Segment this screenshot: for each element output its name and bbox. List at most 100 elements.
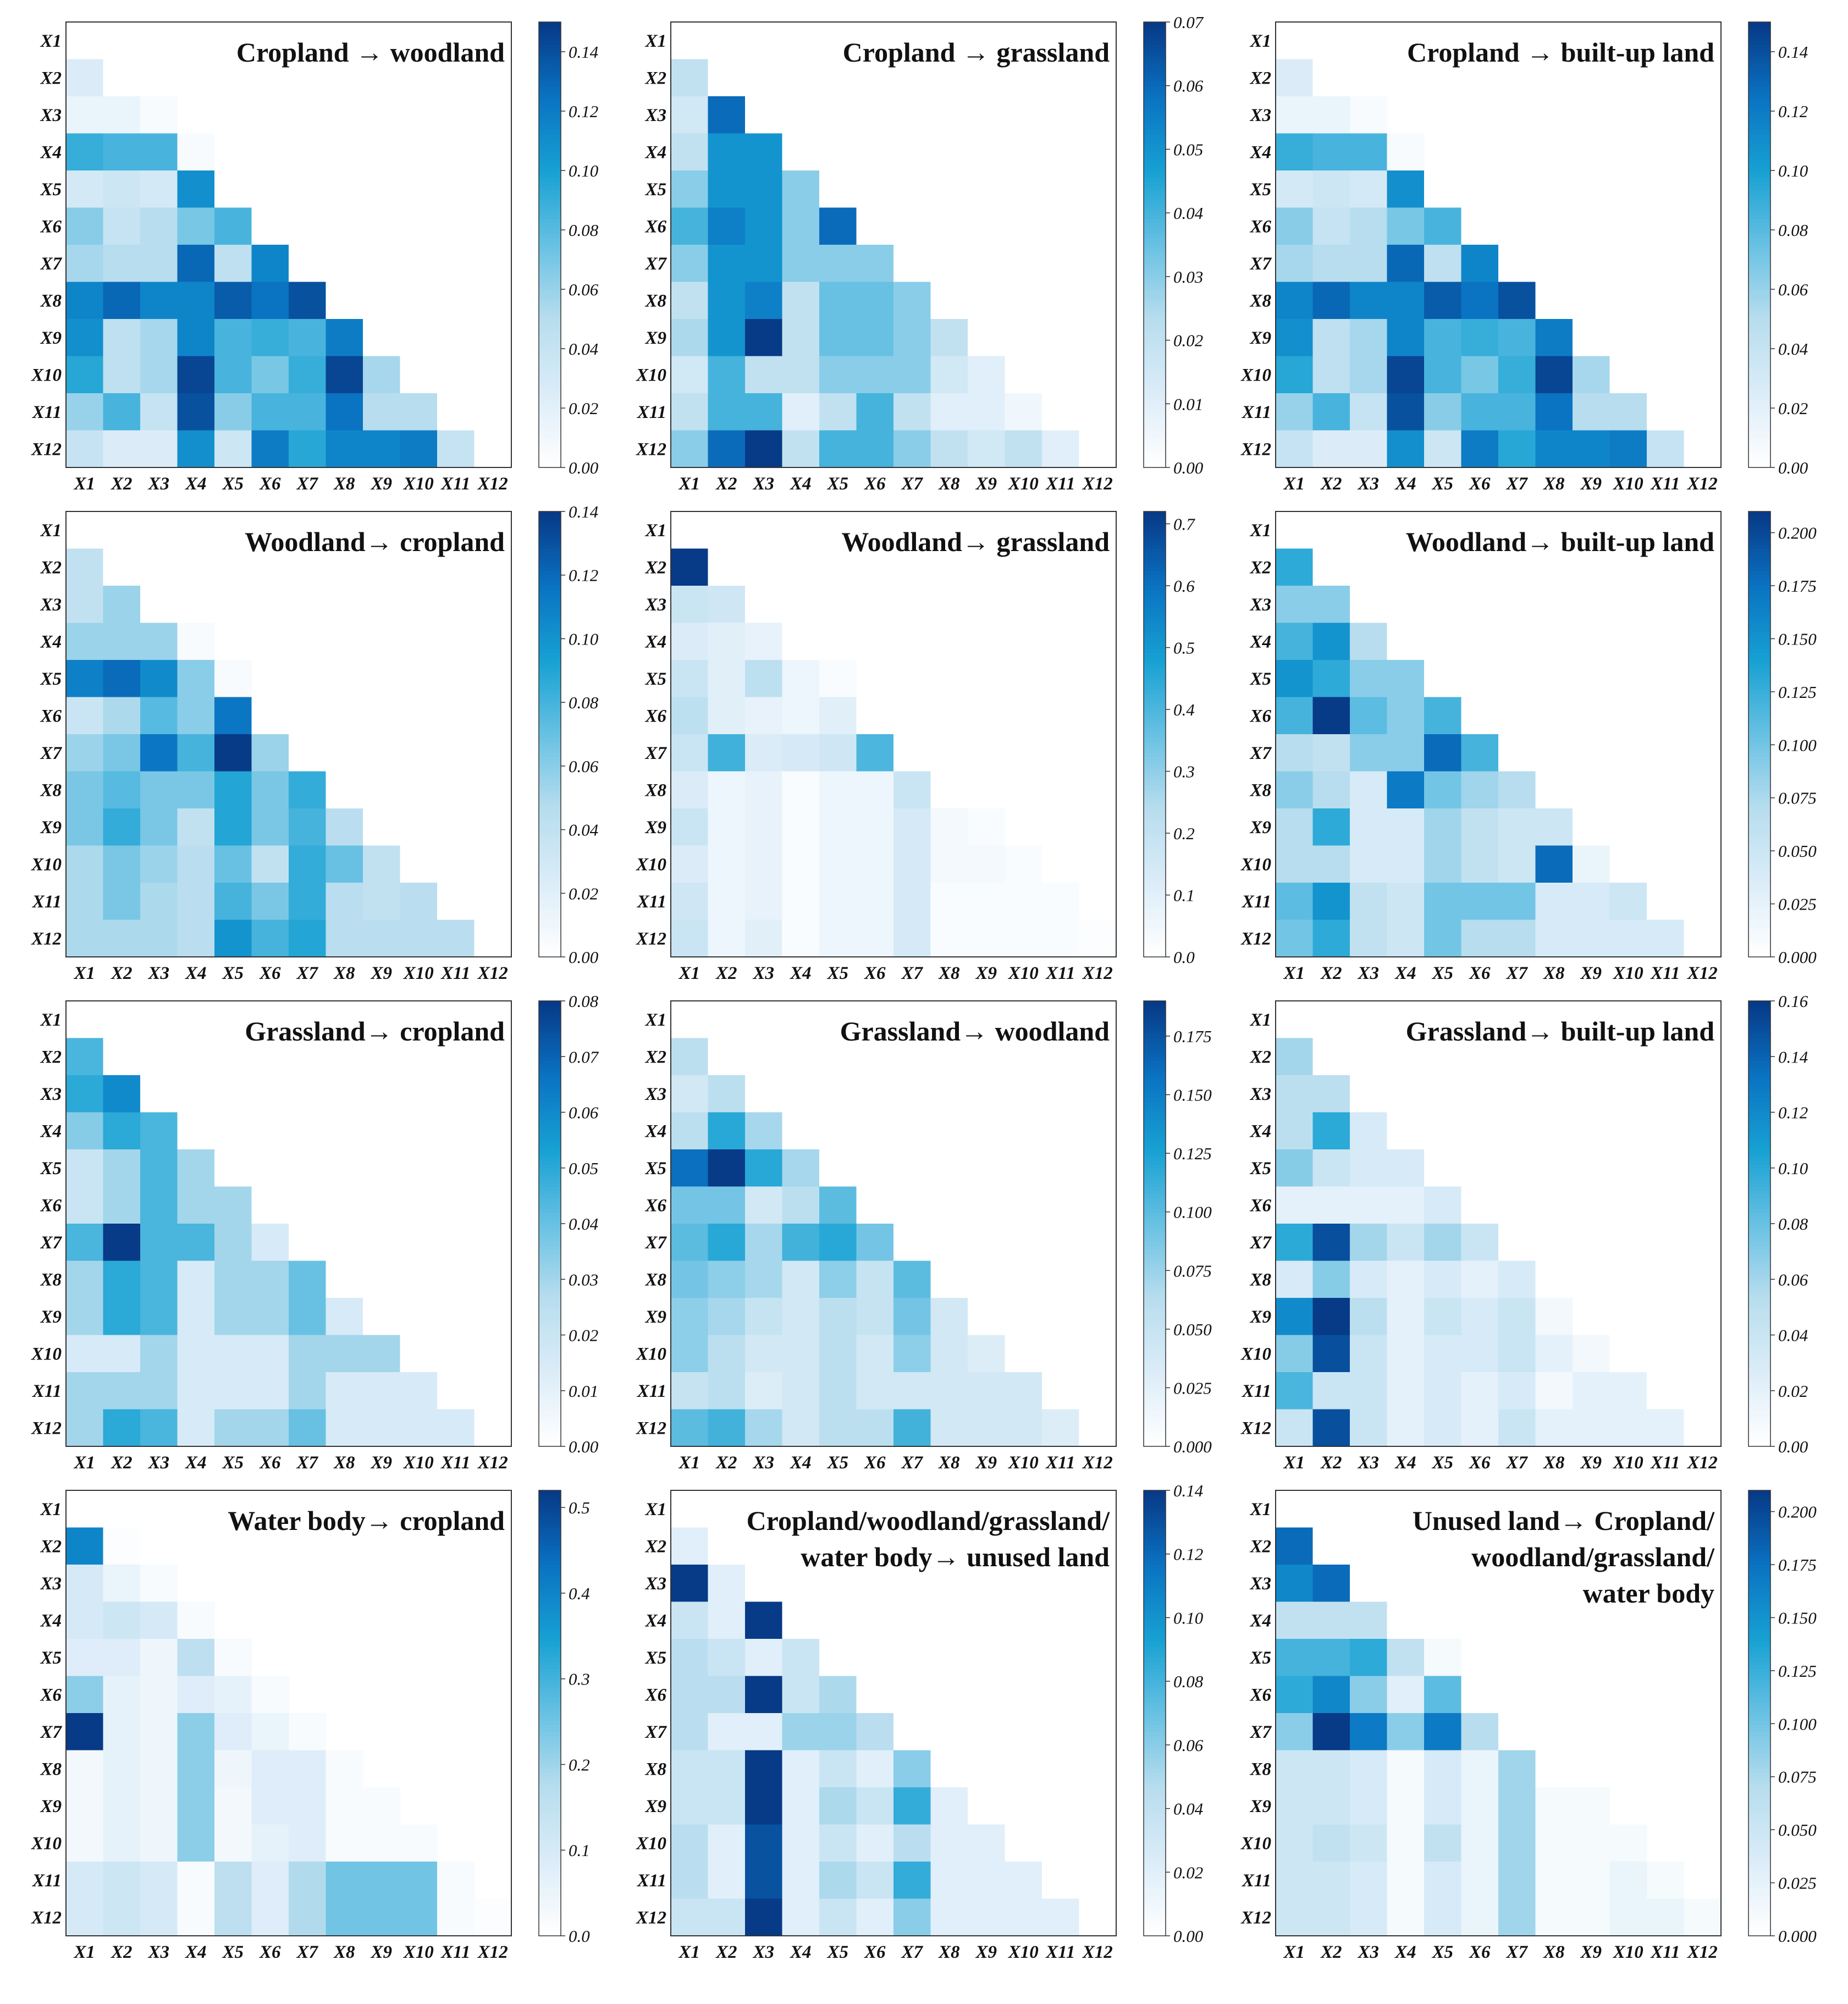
heatmap-cell [1276, 393, 1314, 431]
colorbar-step [1748, 1657, 1770, 1662]
colorbar-step [1748, 1587, 1770, 1592]
colorbar-step [1144, 898, 1166, 902]
colorbar-step [1144, 55, 1166, 60]
colorbar-step [539, 660, 561, 664]
colorbar-step [1748, 263, 1770, 268]
colorbar-step [539, 1698, 561, 1703]
heatmap-cell [1387, 808, 1425, 846]
colorbar-step [1748, 1093, 1770, 1098]
heatmap-cell [893, 1298, 931, 1336]
colorbar-step [1144, 1809, 1166, 1814]
heatmap-cell [1276, 1601, 1314, 1639]
colorbar-step [539, 207, 561, 212]
heatmap-cell [1573, 1298, 1610, 1336]
colorbar-step [1748, 1650, 1770, 1654]
colorbar-step [1144, 107, 1166, 112]
heatmap-cell [66, 1112, 104, 1150]
heatmap-cell [1609, 393, 1647, 431]
colorbar-step [539, 1209, 561, 1213]
colorbar-step [1748, 1205, 1770, 1209]
heatmap-cell [856, 920, 894, 957]
colorbar-step [1144, 1257, 1166, 1262]
colorbar-step [1748, 1394, 1770, 1399]
colorbar-step [1144, 1616, 1166, 1621]
row-tick-label: X4 [1249, 632, 1271, 652]
heatmap-cell [326, 1824, 363, 1862]
colorbar-step [1748, 741, 1770, 746]
colorbar-step [1144, 263, 1166, 268]
heatmap-frame [1275, 1490, 1722, 1936]
col-tick-label: X2 [715, 964, 737, 983]
heatmap-cell [1424, 1149, 1462, 1187]
colorbar-step [539, 801, 561, 806]
colorbar-step [539, 1735, 561, 1740]
colorbar-step [1144, 1817, 1166, 1821]
colorbar-step [1748, 29, 1770, 34]
heatmap-cell [251, 207, 289, 245]
col-tick-label: X8 [1543, 964, 1565, 983]
heatmap-cell [140, 808, 178, 846]
colorbar-step [1748, 1171, 1770, 1176]
colorbar-step [539, 1620, 561, 1625]
heatmap-cell [1312, 1149, 1350, 1187]
colorbar-step [1144, 1350, 1166, 1355]
heatmap-cell [1387, 734, 1425, 772]
heatmap-cell [363, 1298, 401, 1336]
heatmap-cell [1535, 1862, 1573, 1900]
heatmap-cell [1350, 1298, 1388, 1336]
colorbar-step [1144, 96, 1166, 101]
heatmap-cell [140, 697, 178, 735]
col-tick-label: X9 [975, 474, 997, 494]
colorbar-step [1144, 656, 1166, 660]
colorbar-step [1748, 1895, 1770, 1900]
heatmap-cell [782, 1639, 820, 1677]
colorbar-step [1748, 912, 1770, 917]
heatmap-cell [1461, 808, 1499, 846]
heatmap-cell [1424, 319, 1462, 357]
row-tick-label: X3 [40, 106, 62, 125]
heatmap-cell [1573, 883, 1610, 921]
colorbar-step [1748, 715, 1770, 720]
heatmap-cell [893, 1862, 931, 1900]
heatmap-cell [819, 1372, 857, 1410]
colorbar-step [1748, 1850, 1770, 1855]
colorbar-step [1144, 1798, 1166, 1803]
colorbar-step [539, 708, 561, 713]
colorbar-step [539, 812, 561, 817]
colorbar-step [539, 1171, 561, 1176]
colorbar-step [1144, 767, 1166, 772]
heatmap-cell [671, 920, 709, 957]
colorbar-step [1748, 367, 1770, 372]
colorbar-step [539, 1019, 561, 1024]
colorbar-step [1144, 1873, 1166, 1877]
colorbar-step [539, 260, 561, 264]
colorbar-step [1748, 1443, 1770, 1447]
row-tick-label: X2 [40, 1537, 62, 1556]
colorbar-step [1748, 1906, 1770, 1911]
colorbar-step [1748, 544, 1770, 549]
heatmap-cell [782, 393, 820, 431]
row-tick-label: X12 [636, 1908, 666, 1928]
heatmap-cell [1276, 1075, 1314, 1113]
colorbar-step [1748, 267, 1770, 272]
row-tick-label: X6 [1249, 706, 1271, 726]
colorbar-step [1144, 453, 1166, 457]
row-tick-label: X12 [636, 929, 666, 949]
heatmap-cell [251, 734, 289, 772]
heatmap-cell [66, 1409, 104, 1447]
colorbar-step [539, 1672, 561, 1677]
heatmap-cell [103, 1335, 141, 1373]
colorbar-step [1748, 375, 1770, 379]
colorbar-step [1144, 319, 1166, 323]
colorbar-step [1748, 96, 1770, 101]
heatmap-cell [671, 170, 709, 208]
heatmap-cell [326, 1750, 363, 1788]
col-tick-label: X9 [370, 964, 392, 983]
heatmap-cell [1312, 393, 1350, 431]
colorbar-step [1144, 1383, 1166, 1388]
heatmap-cell [289, 1298, 327, 1336]
colorbar-step [1144, 415, 1166, 420]
heatmap-cell [214, 282, 252, 320]
heatmap-cell [1276, 1750, 1314, 1788]
